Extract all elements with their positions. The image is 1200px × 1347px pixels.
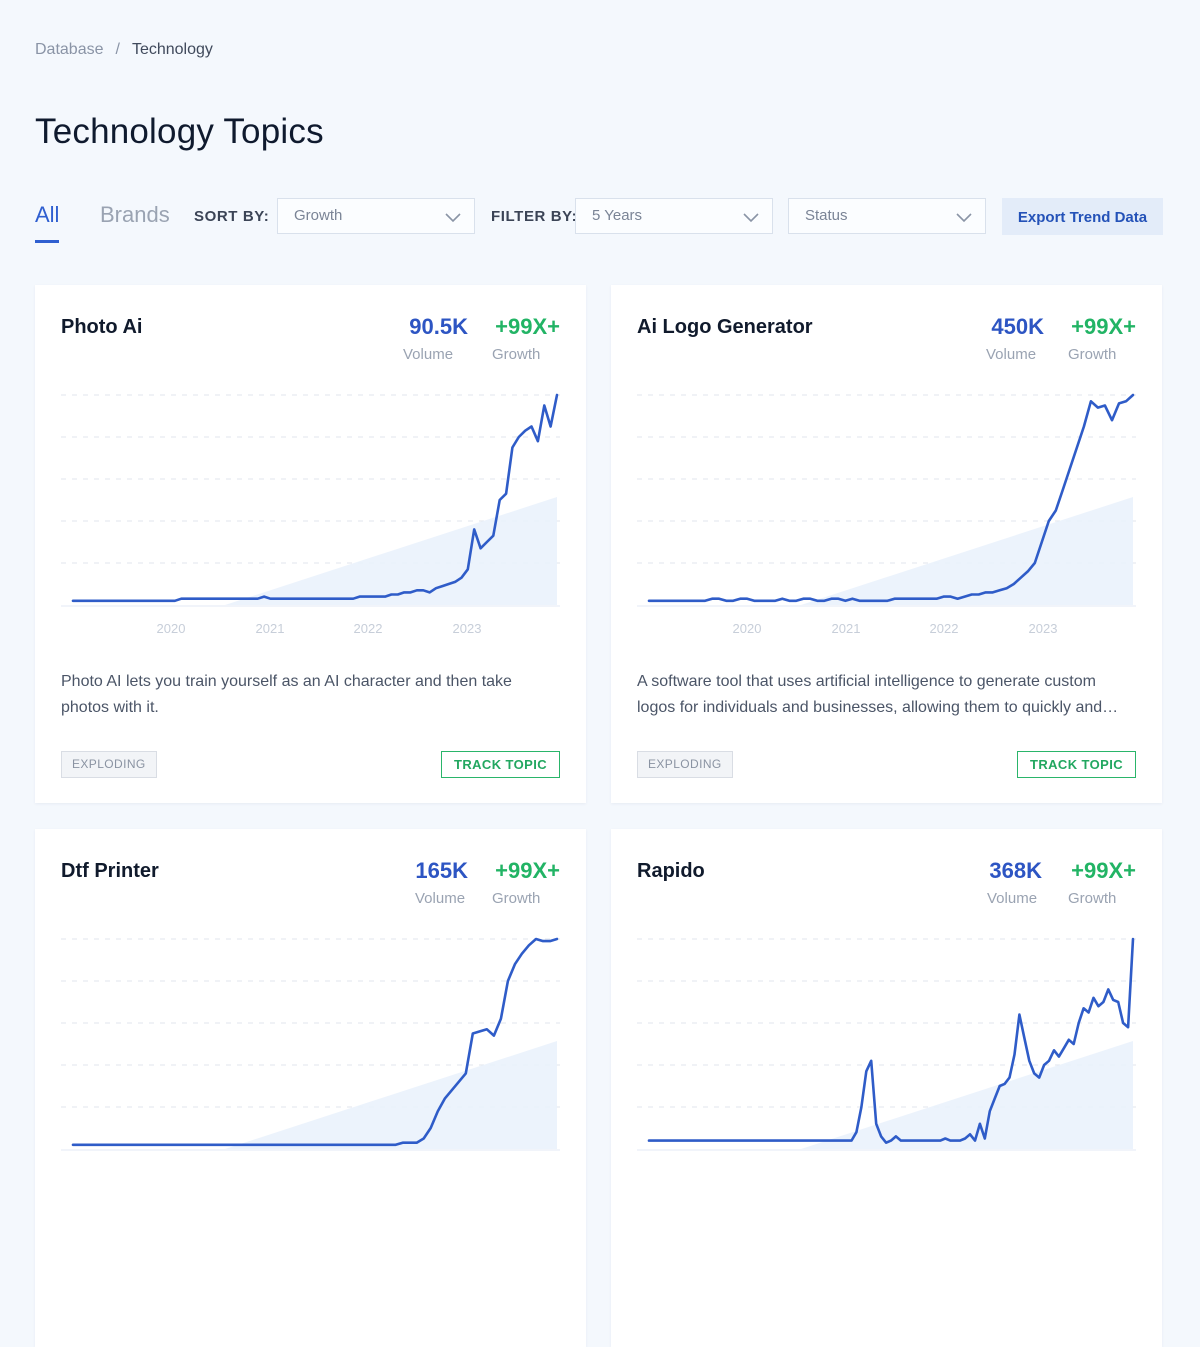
growth-label: Growth [1068,346,1117,363]
topic-card[interactable]: Ai Logo Generator 450K Volume +99X+ Grow… [611,285,1162,803]
volume-value: 450K [991,314,1044,339]
growth-label: Growth [492,346,541,363]
topic-description: Photo AI lets you train yourself as an A… [61,669,561,721]
tab-brands[interactable]: Brands [100,202,170,227]
filter-select[interactable]: 5 Years [575,198,773,234]
trend-area [801,1041,1133,1149]
status-select[interactable]: Status [788,198,986,234]
filter-select-value: 5 Years [592,207,643,224]
topic-title[interactable]: Rapido [637,860,705,882]
topic-description: A software tool that uses artificial int… [637,669,1137,721]
trend-chart [637,937,1136,1151]
tab-all[interactable]: All [35,202,60,243]
x-tick-label: 2022 [930,621,959,636]
description-line: photos with it. [61,699,159,716]
export-trend-data-button[interactable]: Export Trend Data [1002,198,1163,235]
status-select-value: Status [805,207,848,224]
track-topic-button[interactable]: TRACK TOPIC [441,751,560,778]
growth-value: +99X+ [1071,858,1136,883]
trend-chart [61,937,560,1151]
sort-label: SORT BY: [194,208,270,225]
volume-label: Volume [987,890,1038,907]
volume-label: Volume [403,346,454,363]
description-line: logos for individuals and businesses, al… [637,699,1119,716]
breadcrumb-current: Technology [131,41,213,58]
breadcrumb-separator: / [115,41,120,58]
trend-area [225,497,557,605]
topic-title[interactable]: Dtf Printer [61,860,159,882]
volume-value: 90.5K [409,314,468,339]
track-topic-button[interactable]: TRACK TOPIC [1017,751,1136,778]
x-tick-label: 2021 [832,621,861,636]
x-tick-label: 2022 [354,621,383,636]
topic-title[interactable]: Ai Logo Generator [637,316,813,338]
topic-card[interactable]: Dtf Printer 165K Volume +99X+ Growth [35,829,586,1347]
description-line: Photo AI lets you train yourself as an A… [61,673,512,690]
sort-select-value: Growth [294,207,343,224]
growth-value: +99X+ [1071,314,1136,339]
status-badge: EXPLODING [61,751,157,778]
x-tick-label: 2020 [733,621,762,636]
chevron-down-icon [743,213,759,223]
x-tick-label: 2021 [256,621,285,636]
x-tick-label: 2020 [157,621,186,636]
status-badge: EXPLODING [637,751,733,778]
breadcrumb-root[interactable]: Database [35,41,104,58]
volume-value: 368K [989,858,1042,883]
growth-label: Growth [492,890,541,907]
trend-line [71,393,559,603]
filter-label: FILTER BY: [491,208,578,225]
sort-select[interactable]: Growth [277,198,475,234]
growth-label: Growth [1068,890,1117,907]
trend-line [647,393,1135,603]
growth-value: +99X+ [495,314,560,339]
growth-value: +99X+ [495,858,560,883]
trend-chart: 2020 2021 2022 2023 [637,393,1136,636]
volume-label: Volume [986,346,1037,363]
description-line: A software tool that uses artificial int… [637,673,1096,690]
chevron-down-icon [445,213,461,223]
chevron-down-icon [956,213,972,223]
x-tick-label: 2023 [1029,621,1058,636]
trend-area [801,497,1133,605]
x-tick-label: 2023 [453,621,482,636]
trend-area [225,1041,557,1149]
breadcrumb: Database / Technology [35,41,213,59]
trend-chart: 2020 2021 2022 2023 [61,393,560,636]
volume-label: Volume [415,890,466,907]
topic-title[interactable]: Photo Ai [61,316,143,338]
topic-card[interactable]: Photo Ai 90.5K Volume +99X+ Growth 2020 2… [35,285,586,803]
topic-card[interactable]: Rapido 368K Volume +99X+ Growth [611,829,1162,1347]
page-title: Technology Topics [35,112,324,151]
volume-value: 165K [415,858,468,883]
